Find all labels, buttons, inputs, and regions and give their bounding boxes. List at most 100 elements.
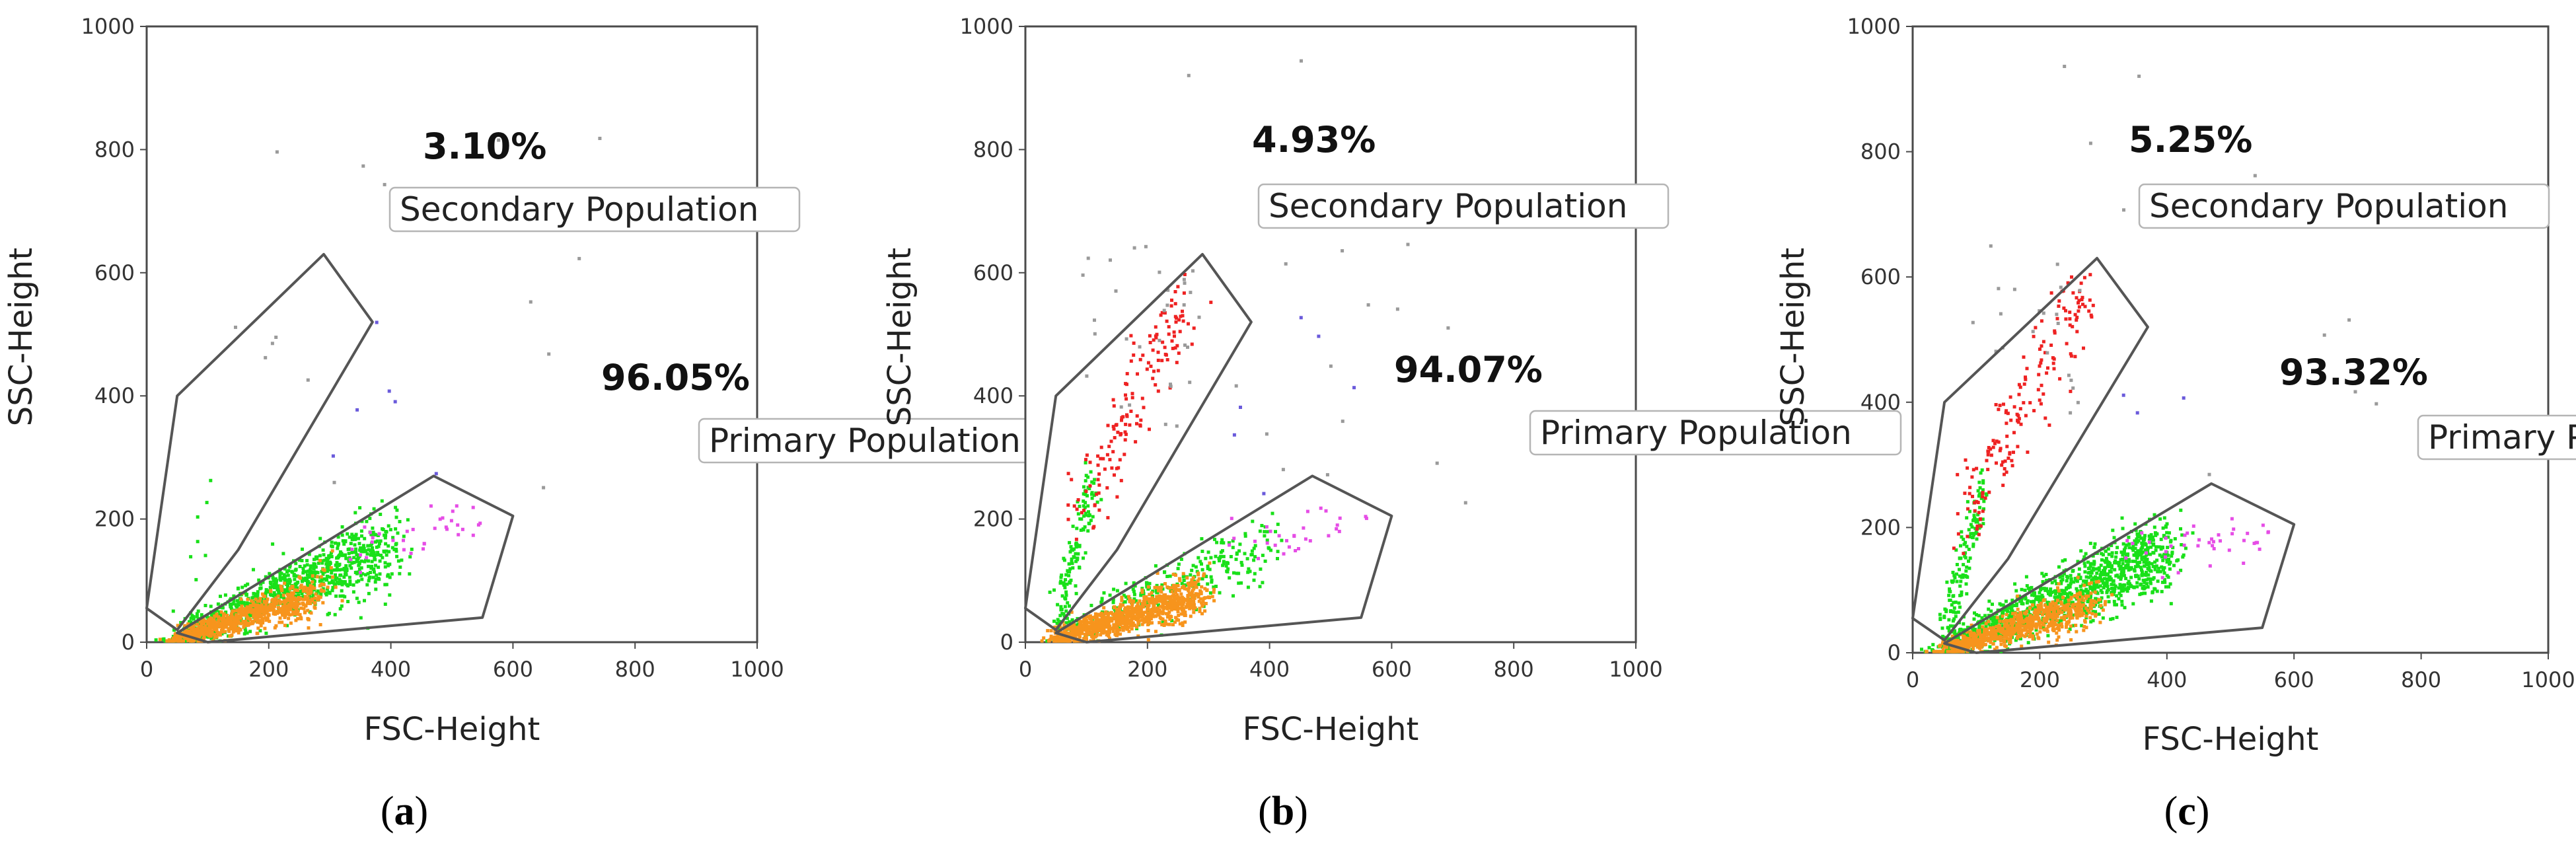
orange-point [1081, 624, 1085, 627]
green-point [1064, 578, 1067, 581]
orange-point [1112, 623, 1116, 627]
orange-point [1156, 571, 1159, 575]
red-point [1171, 346, 1175, 350]
green-point [340, 589, 344, 593]
green-point [277, 587, 281, 591]
orange-point [283, 601, 287, 605]
green-point [2070, 592, 2074, 596]
orange-point [1117, 612, 1121, 616]
green-point [2100, 591, 2104, 595]
green-point [2100, 578, 2104, 582]
purple-point [1232, 433, 1236, 437]
orange-point [296, 609, 300, 613]
green-point [209, 636, 213, 640]
orange-point [1126, 614, 1130, 618]
orange-point [1121, 611, 1125, 615]
green-point [1222, 554, 1226, 558]
green-point [2143, 581, 2147, 585]
orange-point [283, 608, 287, 612]
green-point [303, 570, 307, 573]
magenta-point [1337, 529, 1341, 533]
orange-point [1120, 595, 1124, 599]
red-point [1139, 418, 1143, 422]
green-point [2087, 575, 2091, 579]
green-point [2004, 599, 2008, 603]
green-point [1086, 494, 1089, 497]
green-point [350, 538, 354, 542]
green-point [1204, 575, 1208, 579]
green-point [1062, 556, 1066, 560]
orange-point [1169, 586, 1173, 590]
orange-point [1056, 636, 1060, 640]
green-point [357, 562, 361, 566]
green-point [2059, 579, 2063, 583]
orange-point [262, 612, 266, 616]
green-point [2006, 605, 2010, 609]
orange-point [215, 624, 219, 628]
green-point [2168, 562, 2172, 566]
green-point [2088, 574, 2092, 578]
green-point [1146, 587, 1150, 591]
orange-point [1159, 590, 1163, 594]
green-point [319, 593, 323, 597]
green-point [2137, 538, 2141, 542]
orange-point [1090, 630, 1093, 634]
green-point [288, 565, 292, 569]
orange-point [1124, 608, 1128, 612]
orange-point [1187, 586, 1191, 589]
orange-point [311, 574, 314, 578]
green-point [1253, 555, 1257, 559]
green-point [221, 606, 225, 610]
orange-point [221, 618, 225, 622]
green-point [2075, 589, 2079, 593]
orange-point [1985, 630, 1989, 634]
orange-point [305, 589, 309, 593]
orange-point [302, 607, 306, 610]
orange-point [225, 624, 229, 628]
green-point [268, 593, 272, 597]
green-point [1234, 558, 1238, 562]
green-point [386, 524, 390, 528]
x-axis-title: FSC-Height [364, 711, 540, 748]
red-point [1070, 478, 1074, 482]
green-point [1067, 562, 1071, 566]
orange-point [1135, 612, 1139, 616]
green-point [2020, 587, 2024, 591]
green-point [2041, 580, 2045, 583]
orange-point [1118, 605, 1122, 609]
green-point [2136, 549, 2140, 553]
orange-point [307, 626, 311, 630]
orange-point [1134, 608, 1138, 612]
orange-point [229, 622, 233, 626]
green-point [372, 570, 376, 574]
orange-point [1109, 617, 1113, 621]
orange-point [1130, 602, 1134, 606]
green-point [395, 554, 399, 558]
orange-point [2098, 620, 2102, 624]
orange-point [255, 604, 259, 608]
green-point [203, 604, 207, 607]
orange-point [1095, 620, 1099, 624]
green-point [2151, 538, 2155, 542]
orange-point [2060, 610, 2064, 614]
green-point [1056, 618, 1060, 622]
green-point [2042, 587, 2045, 591]
red-point [1075, 507, 1079, 511]
orange-point [1100, 616, 1104, 620]
green-point [2166, 535, 2170, 539]
green-point [2119, 550, 2123, 554]
green-point [1079, 529, 1083, 532]
orange-point [289, 602, 293, 606]
green-point [2111, 529, 2115, 533]
orange-point [289, 621, 293, 625]
green-point [1999, 620, 2003, 624]
y-tick-label: 200 [94, 507, 135, 532]
green-point [2055, 589, 2059, 593]
green-point [1250, 549, 1254, 553]
orange-point [198, 632, 202, 636]
green-point [1265, 530, 1269, 534]
green-point [2026, 610, 2030, 614]
green-point [2120, 599, 2124, 603]
magenta-point [1304, 537, 1307, 541]
orange-point [252, 614, 256, 617]
